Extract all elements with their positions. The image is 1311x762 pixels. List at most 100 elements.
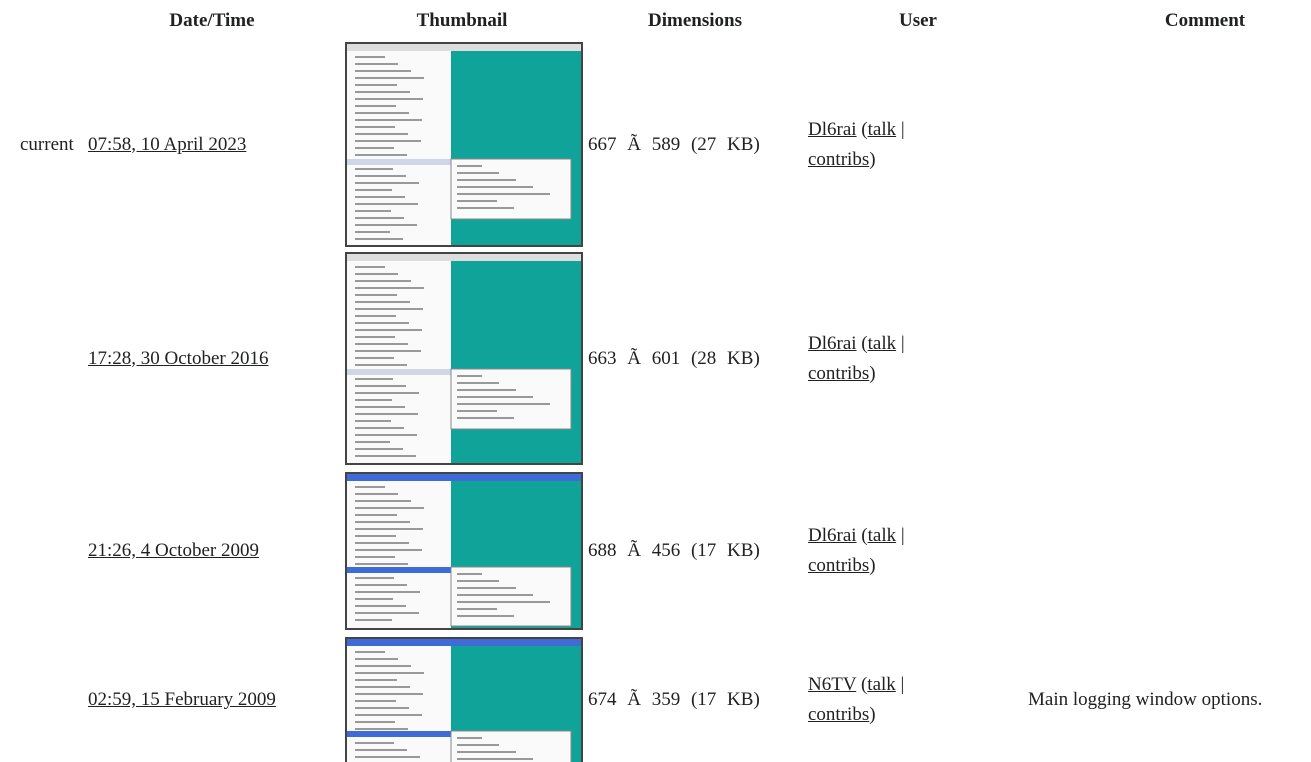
thumb-shape xyxy=(355,84,397,86)
thumb-shape xyxy=(355,273,398,275)
user-link[interactable]: N6TV xyxy=(808,674,857,695)
thumb-shape xyxy=(355,500,411,502)
thumb-shape xyxy=(355,672,424,674)
thumb-shape xyxy=(457,608,497,610)
punctuation: ( xyxy=(861,118,868,140)
user-link[interactable]: contribs xyxy=(808,148,870,170)
user-link[interactable]: talk xyxy=(867,332,897,354)
thumb-shape xyxy=(457,179,516,181)
user-link[interactable]: contribs xyxy=(808,362,870,384)
column-header: Thumbnail xyxy=(416,10,508,31)
thumb-shape xyxy=(355,154,407,156)
thumb-shape xyxy=(457,744,499,746)
user-links: Dl6rai (talk | contribs) xyxy=(808,329,968,389)
thumb-shape xyxy=(457,193,550,195)
thumb-shape xyxy=(355,507,424,509)
thumb-shape xyxy=(347,567,451,573)
thumb-shape xyxy=(355,175,406,177)
thumb-shape xyxy=(355,301,410,303)
user-link[interactable]: Dl6rai xyxy=(808,525,857,546)
thumb-shape xyxy=(347,646,451,762)
thumb-shape xyxy=(355,63,398,65)
user-link[interactable]: Dl6rai xyxy=(808,332,857,354)
thumb-shape xyxy=(355,563,408,565)
thumb-shape xyxy=(355,224,417,226)
thumb-shape xyxy=(347,44,581,51)
thumb-shape xyxy=(355,91,410,93)
thumb-shape xyxy=(457,396,533,398)
thumb-shape xyxy=(355,521,410,523)
thumb-shape xyxy=(457,382,499,384)
thumb-shape xyxy=(347,261,451,463)
thumb-shape xyxy=(347,481,451,628)
punctuation: | xyxy=(900,118,905,140)
comment: Main logging window options. xyxy=(1028,689,1263,710)
user-link[interactable]: talk xyxy=(867,674,896,695)
thumb-shape xyxy=(355,126,395,128)
thumb-shape xyxy=(355,217,404,219)
thumb-shape xyxy=(355,665,411,667)
thumb-shape xyxy=(355,756,420,758)
thumb-shape xyxy=(355,535,396,537)
thumb-shape xyxy=(355,658,398,660)
thumbnail[interactable] xyxy=(345,637,583,762)
thumb-shape xyxy=(355,56,385,58)
thumb-shape xyxy=(457,207,514,209)
thumb-shape xyxy=(355,486,385,488)
user-link[interactable]: talk xyxy=(867,525,897,546)
thumb-shape xyxy=(355,591,420,593)
thumb-shape xyxy=(355,399,392,401)
datetime-link[interactable]: 21:26, 4 October 2009 xyxy=(88,540,259,561)
comment-cell: Main logging window options. xyxy=(1028,637,1298,762)
user-cell: N6TV (talk | contribs) xyxy=(808,637,968,762)
datetime-link[interactable]: 07:58, 10 April 2023 xyxy=(88,133,247,155)
user-link[interactable]: contribs xyxy=(808,704,870,725)
thumb-shape xyxy=(457,375,482,377)
dimensions-cell: 674 Ã 359 (17 KB) xyxy=(588,637,783,762)
user-link[interactable]: talk xyxy=(867,118,897,140)
thumbnail[interactable] xyxy=(345,252,583,465)
history-row: current 07:58, 10 April 2023 667 Ã 589 (27… xyxy=(0,42,1311,247)
dimensions: 688 Ã 456 (17 KB) xyxy=(588,540,760,561)
status: current xyxy=(20,133,74,155)
punctuation: ) xyxy=(869,148,876,170)
thumb-shape xyxy=(355,686,410,688)
punctuation: ) xyxy=(869,362,876,384)
thumb-shape xyxy=(355,147,394,149)
thumb-shape xyxy=(457,186,533,188)
thumbnail[interactable] xyxy=(345,42,583,247)
thumb-shape xyxy=(355,378,393,380)
dimensions-cell: 663 Ã 601 (28 KB) xyxy=(588,252,783,465)
user-link[interactable]: Dl6rai xyxy=(808,118,857,140)
datetime-link[interactable]: 02:59, 15 February 2009 xyxy=(88,689,276,710)
punctuation: ( xyxy=(861,525,868,546)
thumb-shape xyxy=(355,728,408,730)
datetime-link[interactable]: 17:28, 30 October 2016 xyxy=(88,347,269,369)
dimensions-cell: 667 Ã 589 (27 KB) xyxy=(588,42,783,247)
status-cell: current xyxy=(20,42,88,247)
thumb-shape xyxy=(355,679,397,681)
thumbnail[interactable] xyxy=(345,472,583,630)
thumb-shape xyxy=(355,714,422,716)
thumb-shape xyxy=(450,158,572,220)
thumb-shape xyxy=(355,413,418,415)
thumb-shape xyxy=(355,140,421,142)
datetime-cell: 02:59, 15 February 2009 xyxy=(88,637,338,762)
thumb-shape xyxy=(355,182,419,184)
user-links: N6TV (talk | contribs) xyxy=(808,670,968,730)
thumb-shape xyxy=(355,231,390,233)
user-link[interactable]: contribs xyxy=(808,555,870,576)
thumb-shape xyxy=(457,200,497,202)
thumb-shape xyxy=(355,392,419,394)
column-header: Comment xyxy=(1164,10,1246,31)
thumb-shape xyxy=(347,474,581,481)
punctuation: ) xyxy=(869,555,876,576)
thumb-shape xyxy=(355,549,422,551)
thumb-shape xyxy=(457,751,516,753)
thumb-shape xyxy=(355,700,396,702)
thumb-shape xyxy=(457,172,499,174)
thumb-shape xyxy=(355,168,393,170)
thumb-shape xyxy=(355,619,392,621)
thumb-shape xyxy=(355,693,423,695)
thumb-shape xyxy=(457,403,550,405)
